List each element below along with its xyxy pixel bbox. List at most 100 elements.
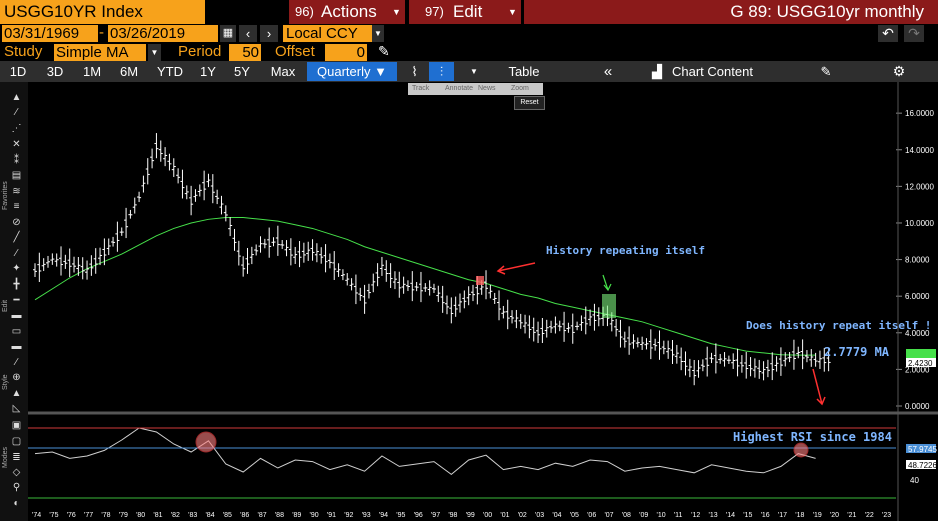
y-tick-label: 6.0000 [905, 292, 930, 301]
mini-tool-annotate[interactable]: Annotate [445, 85, 474, 92]
price-bar [323, 244, 328, 273]
price-bar [37, 252, 42, 283]
price-bar [817, 350, 822, 369]
table-button[interactable]: Table [508, 64, 540, 79]
price-bar [124, 207, 129, 239]
price-bar [219, 195, 224, 215]
price-bar [748, 357, 753, 377]
mini-tool-news[interactable]: News [478, 85, 496, 92]
calendar-icon[interactable]: ▦ [220, 25, 236, 42]
drawing-tool-icon[interactable]: ⚲ [12, 482, 21, 493]
prev-arrow-icon[interactable]: ‹ [239, 25, 257, 42]
price-bar [427, 280, 432, 296]
drawing-tool-icon[interactable]: ⊕ [12, 372, 21, 383]
edit-menu[interactable]: 97) Edit ▼ [409, 0, 521, 24]
drawing-tool-icon[interactable]: ✕ [12, 139, 21, 150]
left-toolbar [0, 82, 28, 521]
drawing-tool-icon[interactable]: ≣ [12, 452, 21, 463]
drawing-tool-icon[interactable]: ⊘ [12, 217, 21, 228]
range-button-5y[interactable]: 5Y [234, 64, 250, 79]
drawing-tool-icon[interactable]: ∕ [15, 248, 18, 259]
x-tick-label: '86 [240, 512, 249, 519]
rsi-level-tag-1 [906, 444, 936, 453]
moving-average-line [34, 216, 816, 356]
drawing-tool-icon[interactable]: ━ [13, 295, 20, 306]
drawing-tool-icon[interactable]: ▲ [11, 92, 22, 103]
drawing-tool-icon[interactable]: ▣ [11, 420, 22, 431]
gear-icon[interactable]: ⚙ [892, 63, 906, 79]
drawing-tool-icon[interactable]: ╋ [13, 279, 20, 290]
drawing-tool-icon[interactable]: ✦ [12, 263, 21, 274]
range-button-3d[interactable]: 3D [46, 64, 64, 79]
reset-button[interactable]: Reset [514, 96, 545, 110]
mini-tool-track[interactable]: Track [412, 85, 430, 92]
x-tick-label: '21 [847, 512, 856, 519]
drawing-tool-icon[interactable]: ≋ [12, 186, 21, 197]
chevron-down-icon[interactable]: ▼ [372, 25, 384, 42]
drawing-tool-icon[interactable]: ⋰ [11, 123, 22, 134]
price-bar [76, 257, 81, 276]
actions-number: 96) [295, 4, 314, 19]
drawing-tool-icon[interactable]: ≡ [13, 201, 20, 212]
price-bar [362, 284, 367, 314]
x-tick-label: '18 [795, 512, 804, 519]
collapse-icon[interactable]: « [603, 63, 613, 80]
price-bar [488, 284, 493, 299]
end-date-input[interactable]: 03/26/2019 [108, 25, 218, 42]
drawing-tool-icon[interactable]: ∕ [15, 357, 18, 368]
drawing-tool-icon[interactable]: ◐ [13, 498, 20, 509]
drawing-tool-icon[interactable]: ▬ [11, 341, 22, 352]
edit-side-label: Edit [2, 299, 9, 312]
price-bar [713, 343, 718, 374]
pencil-icon[interactable]: ✎ [378, 43, 390, 59]
price-bar [137, 191, 142, 203]
mini-tool-zoom[interactable]: Zoom [511, 85, 529, 92]
drawing-tool-icon[interactable]: ◺ [12, 403, 21, 414]
drawing-tool-icon[interactable]: ▤ [11, 170, 22, 181]
actions-menu[interactable]: 96) Actions ▼ [289, 0, 405, 24]
frequency-select[interactable]: Quarterly ▼ [307, 62, 397, 81]
price-bar [301, 242, 306, 263]
x-tick-label: '91 [327, 512, 336, 519]
price-bar [189, 185, 194, 216]
rsi-level-text-1: 57.9745 [908, 445, 937, 454]
chart-content-button[interactable]: Chart Content [672, 64, 753, 79]
redo-icon[interactable]: ↷ [904, 25, 924, 42]
drawing-tool-icon[interactable]: ▢ [11, 436, 22, 447]
drawing-tool-icon[interactable]: ▬ [11, 310, 22, 321]
undo-icon[interactable]: ↶ [878, 25, 898, 42]
range-button-6m[interactable]: 6M [119, 64, 139, 79]
price-bar [145, 158, 150, 185]
price-bar [271, 237, 276, 247]
line-chart-icon[interactable]: ⌇ [411, 64, 418, 79]
range-button-1d[interactable]: 1D [9, 64, 27, 79]
chevron-down-icon[interactable]: ▼ [470, 67, 478, 76]
x-tick-label: '79 [119, 512, 128, 519]
price-bar [761, 361, 766, 381]
x-tick-label: '92 [344, 512, 353, 519]
ticker-field[interactable]: USGG10YR Index [0, 0, 205, 24]
chart-area[interactable]: 0.0000 2.0000 4.0000 6.0000 8.0000 10.0000 12.… [28, 82, 938, 521]
period-input[interactable]: 50 [229, 44, 261, 61]
drawing-tool-icon[interactable]: ╱ [13, 232, 20, 243]
range-button-ytd[interactable]: YTD [157, 64, 183, 79]
range-button-1m[interactable]: 1M [82, 64, 102, 79]
drawing-tool-icon[interactable]: ◇ [12, 467, 21, 478]
drawing-tool-icon[interactable]: ∕ [15, 107, 18, 118]
start-date-input[interactable]: 03/31/1969 [2, 25, 98, 42]
bar-chart-icon[interactable]: ⫶ [429, 62, 454, 81]
price-bar [440, 285, 445, 313]
edit-chart-icon[interactable]: ✎ [820, 64, 832, 79]
chart-icon: ▟ [652, 64, 662, 79]
drawing-tool-icon[interactable]: ▭ [11, 326, 22, 337]
y-tick-label: 14.0000 [905, 146, 934, 155]
next-arrow-icon[interactable]: › [260, 25, 278, 42]
offset-input[interactable]: 0 [325, 44, 367, 61]
range-button-max[interactable]: Max [270, 64, 296, 79]
currency-select[interactable]: Local CCY [283, 25, 374, 42]
drawing-tool-icon[interactable]: ⁑ [14, 155, 19, 166]
study-select[interactable]: Simple MA [54, 44, 146, 61]
chevron-down-icon[interactable]: ▼ [148, 44, 161, 61]
drawing-tool-icon[interactable]: ▲ [11, 388, 22, 399]
range-button-1y[interactable]: 1Y [200, 64, 216, 79]
